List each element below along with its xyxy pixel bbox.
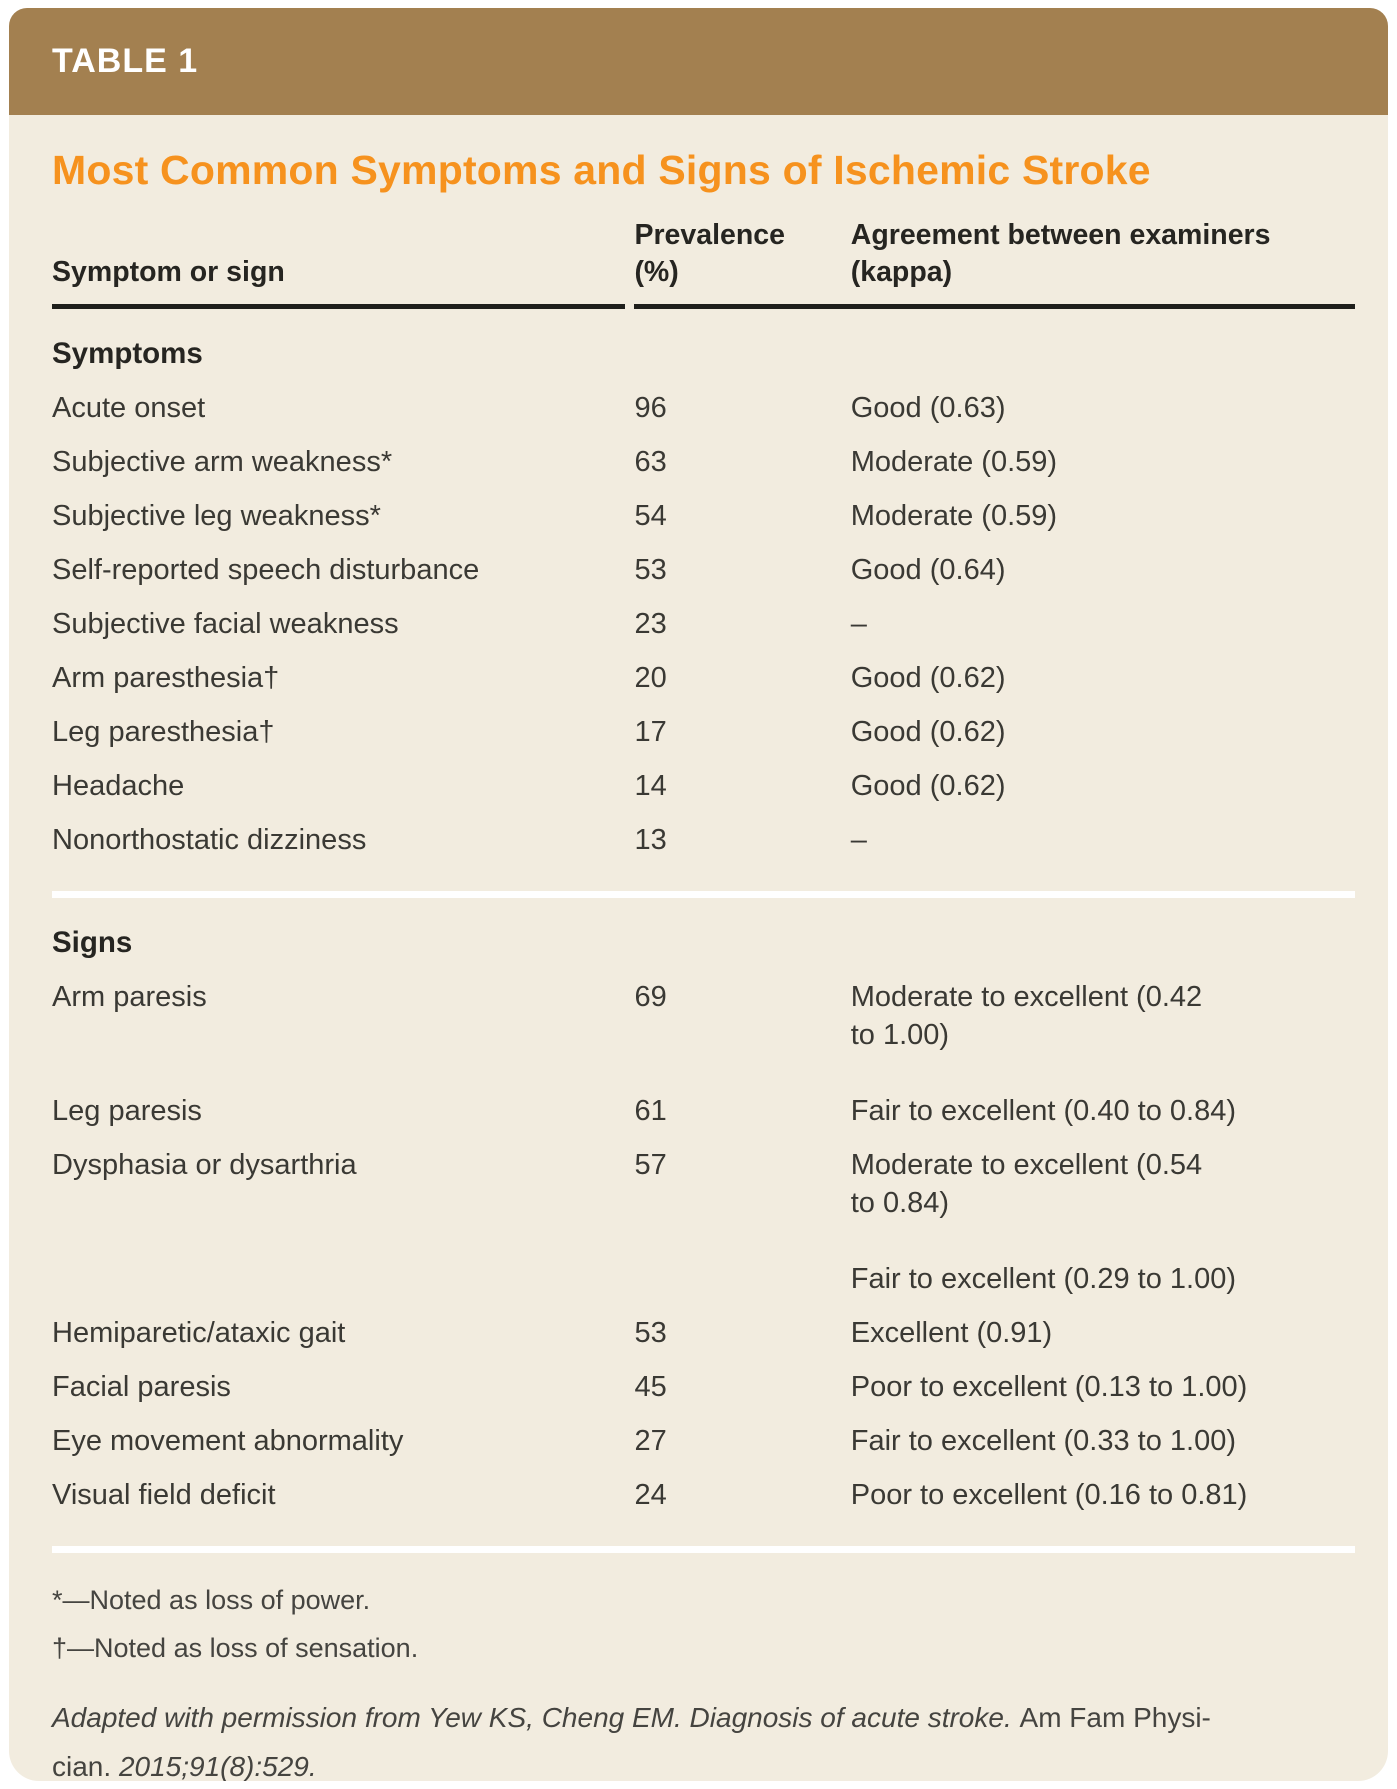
symptom-cell: Acute onset: [52, 392, 206, 424]
table-row: Subjective leg weakness* 54 Moderate (0.…: [52, 489, 1355, 543]
table-content: Most Common Symptoms and Signs of Ischem…: [9, 145, 1388, 1781]
footnote-dagger: †—Noted as loss of sensation.: [52, 1633, 419, 1663]
table-row: Facial paresis 45 Poor to excellent (0.1…: [52, 1360, 1355, 1414]
table-card: TABLE 1 Most Common Symptoms and Signs o…: [9, 8, 1388, 1781]
prevalence-cell: 20: [634, 662, 667, 694]
prevalence-cell: 63: [634, 446, 667, 478]
table-row: Self-reported speech disturbance 53 Good…: [52, 543, 1355, 597]
symptom-cell: Subjective arm weakness*: [52, 446, 393, 478]
symptom-cell: Leg paresis: [52, 1095, 202, 1127]
agreement-cell: –: [850, 608, 867, 640]
section-divider: [52, 891, 1355, 898]
section-heading-symptoms: Symptoms: [52, 309, 1355, 381]
symptoms-signs-table: Symptom or sign Prevalence (%) Agreement…: [52, 211, 1355, 1522]
symptom-cell: Nonorthostatic dizziness: [52, 824, 367, 856]
col-header-agreement-line1: Agreement between examiners: [850, 219, 1271, 251]
symptom-cell: Eye movement abnormality: [52, 1425, 404, 1457]
col-header-prevalence-line2: (%): [634, 256, 679, 288]
section-heading-signs: Signs: [52, 898, 1355, 970]
table-row: Dysphasia or dysarthria 57 Moderate to e…: [52, 1138, 1355, 1252]
prevalence-cell: 57: [634, 1149, 667, 1181]
symptom-cell: Arm paresis: [52, 981, 207, 1013]
symptom-cell: Subjective facial weakness: [52, 608, 399, 640]
section-heading-label: Signs: [52, 926, 133, 959]
symptom-cell: Subjective leg weakness*: [52, 500, 381, 532]
agreement-cell: Poor to excellent (0.13 to 1.00): [850, 1371, 1248, 1403]
symptom-cell: Facial paresis: [52, 1371, 231, 1403]
section-divider-row: [52, 867, 1355, 898]
agreement-cell: Fair to excellent (0.33 to 1.00): [850, 1425, 1236, 1457]
prevalence-cell: [634, 1252, 850, 1306]
table-row: Visual field deficit 24 Poor to excellen…: [52, 1468, 1355, 1522]
col-header-prevalence: Prevalence (%): [634, 211, 850, 304]
table-footer: *—Noted as loss of power. †—Noted as los…: [52, 1546, 1355, 1781]
prevalence-cell: 13: [634, 824, 667, 856]
table-row: Headache 14 Good (0.62): [52, 759, 1355, 813]
table-number-label: TABLE 1: [52, 42, 199, 80]
prevalence-cell: 53: [634, 1317, 667, 1349]
prevalence-cell: 69: [634, 981, 667, 1013]
prevalence-cell: 27: [634, 1425, 667, 1457]
agreement-cell: Good (0.62): [850, 716, 1006, 748]
agreement-cell: Good (0.64): [850, 554, 1006, 586]
agreement-cell: Moderate to excellent (0.42 to 1.00): [850, 981, 1203, 1051]
agreement-cell: Good (0.62): [850, 662, 1006, 694]
table-row: Arm paresis 69 Moderate to excellent (0.…: [52, 970, 1355, 1084]
prevalence-cell: 61: [634, 1095, 667, 1127]
table-row: Subjective facial weakness 23 –: [52, 597, 1355, 651]
citation-journal-name: Am Fam Physi- cian.: [52, 1702, 1211, 1781]
agreement-cell: Fair to excellent (0.29 to 1.00): [850, 1263, 1236, 1295]
prevalence-cell: 45: [634, 1371, 667, 1403]
table-title: Most Common Symptoms and Signs of Ischem…: [52, 147, 1151, 193]
column-header-row: Symptom or sign Prevalence (%) Agreement…: [52, 211, 1355, 304]
agreement-cell: Moderate (0.59): [850, 500, 1058, 532]
col-header-agreement-line2: (kappa): [850, 256, 953, 288]
header-rule-row: [52, 304, 1355, 309]
header-rule-segment-1: [52, 304, 634, 309]
symptom-cell: [52, 1252, 634, 1306]
col-header-symptom: Symptom or sign: [52, 211, 634, 304]
col-header-prevalence-line1: Prevalence: [634, 219, 785, 251]
agreement-cell: Good (0.62): [850, 770, 1006, 802]
prevalence-cell: 53: [634, 554, 667, 586]
table-row: Hemiparetic/ataxic gait 53 Excellent (0.…: [52, 1306, 1355, 1360]
col-header-symptom-label: Symptom or sign: [52, 256, 285, 288]
table-header-bar: TABLE 1: [9, 8, 1388, 115]
footnote-asterisk: *—Noted as loss of power.: [52, 1585, 371, 1615]
prevalence-cell: 24: [634, 1479, 667, 1511]
agreement-cell: Poor to excellent (0.16 to 0.81): [850, 1479, 1248, 1511]
source-citation: Adapted with permission from Yew KS, Che…: [52, 1693, 1355, 1781]
table-row: Arm paresthesia† 20 Good (0.62): [52, 651, 1355, 705]
table-row: Fair to excellent (0.29 to 1.00): [52, 1252, 1355, 1306]
table-row: Leg paresthesia† 17 Good (0.62): [52, 705, 1355, 759]
prevalence-cell: 23: [634, 608, 667, 640]
citation-italic-part1: Adapted with permission from Yew KS, Che…: [52, 1702, 1020, 1733]
agreement-cell: Moderate to excellent (0.54 to 0.84): [850, 1149, 1203, 1219]
prevalence-cell: 54: [634, 500, 667, 532]
symptom-cell: Arm paresthesia†: [52, 662, 280, 694]
symptom-cell: Leg paresthesia†: [52, 716, 275, 748]
agreement-cell: –: [850, 824, 867, 856]
agreement-cell: Good (0.63): [850, 392, 1006, 424]
prevalence-cell: 96: [634, 392, 667, 424]
table-row: Nonorthostatic dizziness 13 –: [52, 813, 1355, 867]
symptom-cell: Self-reported speech disturbance: [52, 554, 480, 586]
col-header-agreement: Agreement between examiners (kappa): [851, 211, 1355, 304]
symptom-cell: Hemiparetic/ataxic gait: [52, 1317, 346, 1349]
prevalence-cell: 17: [634, 716, 667, 748]
section-heading-label: Symptoms: [52, 337, 203, 370]
prevalence-cell: 14: [634, 770, 667, 802]
header-rule-segment-2: [634, 304, 1355, 309]
agreement-cell: Moderate (0.59): [850, 446, 1058, 478]
symptom-cell: Visual field deficit: [52, 1479, 276, 1511]
table-row: Acute onset 96 Good (0.63): [52, 381, 1355, 435]
agreement-cell: Fair to excellent (0.40 to 0.84): [850, 1095, 1236, 1127]
table-row: Leg paresis 61 Fair to excellent (0.40 t…: [52, 1084, 1355, 1138]
symptom-cell: Headache: [52, 770, 185, 802]
table-row: Subjective arm weakness* 63 Moderate (0.…: [52, 435, 1355, 489]
table-row: Eye movement abnormality 27 Fair to exce…: [52, 1414, 1355, 1468]
citation-italic-part2: 2015;91(8):529.: [118, 1751, 317, 1781]
symptom-cell: Dysphasia or dysarthria: [52, 1149, 357, 1181]
agreement-cell: Excellent (0.91): [850, 1317, 1053, 1349]
